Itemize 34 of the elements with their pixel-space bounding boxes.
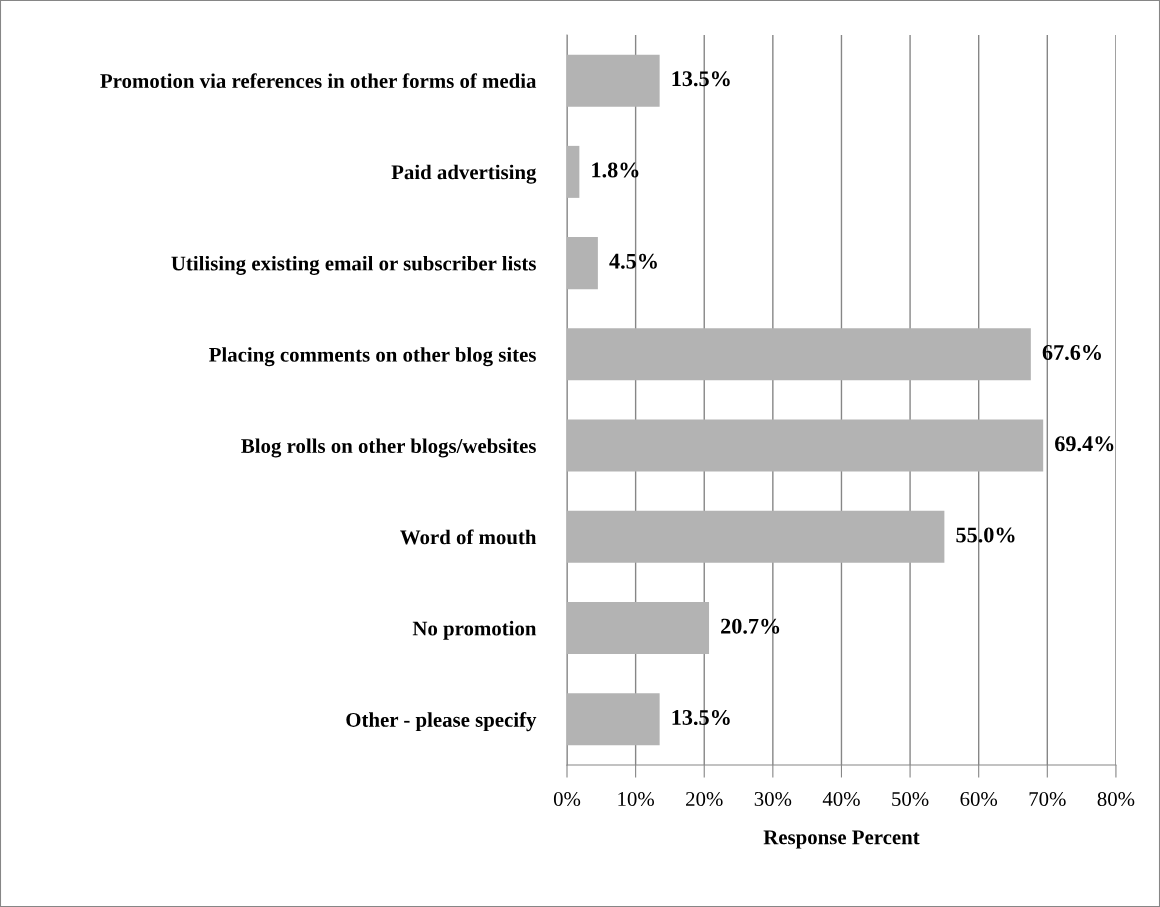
bar (567, 693, 660, 746)
x-tick-label: 50% (892, 791, 929, 807)
data-label: 55.0% (956, 527, 1015, 543)
data-label: 1.8% (592, 162, 639, 178)
y-tick-label: Placing comments on other blog sites (209, 347, 536, 367)
bar (567, 510, 945, 563)
data-label: 13.5% (672, 709, 730, 725)
y-tick-label: Promotion via references in other forms of media (100, 73, 537, 89)
x-tick-label: 0% (553, 791, 581, 807)
data-label: 69.4% (1055, 436, 1114, 452)
data-label: 67.6% (1042, 344, 1101, 361)
y-tick-label: Paid advertising (391, 164, 537, 184)
y-tick-label: No promotion (412, 620, 537, 640)
bar (567, 54, 660, 107)
x-tick-label: 80% (1097, 791, 1135, 807)
x-tick-label: 10% (618, 791, 655, 807)
x-tick-label: 70% (1029, 791, 1066, 807)
y-tick-label: Blog rolls on other blogs/websites (241, 438, 536, 458)
x-axis-title: Response Percent (763, 830, 920, 849)
data-label: 20.7% (721, 618, 780, 634)
bar (567, 419, 1044, 472)
x-tick-label: 60% (960, 791, 998, 807)
data-label: 4.5% (609, 253, 657, 269)
x-tick-label: 30% (754, 791, 792, 807)
y-tick-label: Word of mouth (400, 529, 537, 545)
x-tick-label: 40% (822, 791, 860, 807)
y-tick-label: Utilising existing email or subscriber lists (171, 255, 536, 275)
x-tick-label: 20% (686, 791, 723, 807)
bar (567, 602, 710, 655)
bar (567, 237, 598, 290)
bar (567, 145, 580, 198)
bar (567, 328, 1031, 381)
y-tick-label: Other - please specify (346, 712, 537, 732)
data-label: 13.5% (672, 71, 730, 87)
